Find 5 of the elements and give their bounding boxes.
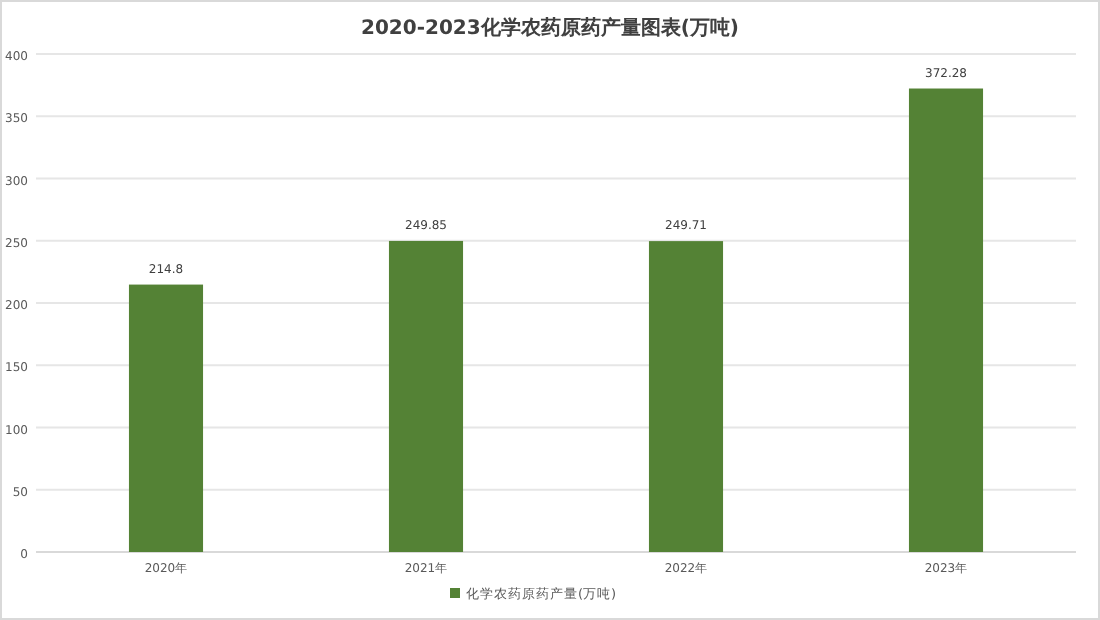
bar (388, 240, 464, 552)
bar (908, 88, 984, 552)
chart-title: 2020-2023化学农药原药产量图表(万吨) (361, 16, 739, 40)
bar (648, 241, 724, 552)
bar (128, 284, 204, 552)
